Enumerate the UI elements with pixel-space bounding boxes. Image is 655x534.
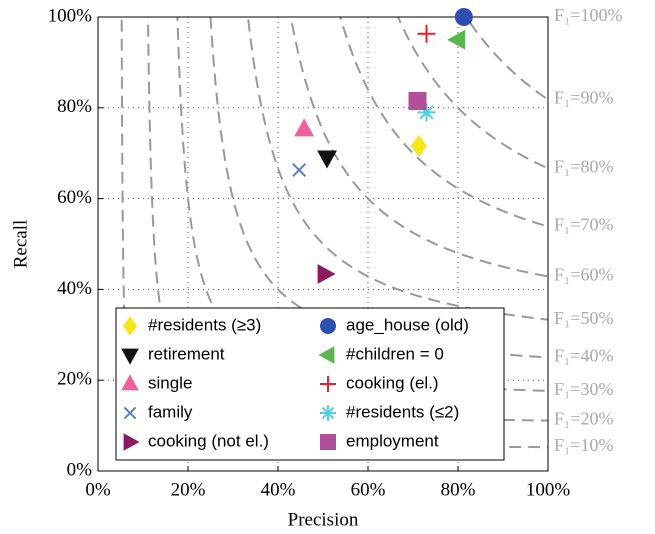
y-tick-label: 60% xyxy=(57,187,92,208)
f1-label: F₁=70% xyxy=(554,215,613,235)
f1-contour xyxy=(339,17,548,228)
y-tick-label: 100% xyxy=(48,5,93,26)
legend-label: #residents (≤2) xyxy=(346,402,459,421)
legend-label: family xyxy=(148,402,193,421)
y-tick-label: 20% xyxy=(57,369,92,390)
legend-label: single xyxy=(148,373,192,392)
data-point xyxy=(417,103,436,122)
y-axis-label: Recall xyxy=(10,220,31,269)
legend-label: cooking (el.) xyxy=(346,373,439,392)
data-point xyxy=(317,264,336,284)
x-tick-label: 80% xyxy=(441,479,476,500)
data-point xyxy=(410,135,427,157)
f1-label: F₁=30% xyxy=(554,379,613,399)
f1-contour xyxy=(396,17,548,170)
data-point xyxy=(417,24,436,43)
f1-label: F₁=50% xyxy=(554,308,613,328)
legend-marker xyxy=(318,346,335,364)
f1-contour xyxy=(464,17,548,101)
x-tick-label: 0% xyxy=(85,479,111,500)
legend-label: age_house (old) xyxy=(346,315,469,334)
legend-label: #residents (≥3) xyxy=(148,315,261,334)
legend-marker xyxy=(123,406,137,420)
data-point xyxy=(408,91,427,110)
f1-label: F₁=90% xyxy=(554,88,613,108)
data-point xyxy=(447,29,466,50)
legend-marker xyxy=(122,316,138,336)
legend-marker xyxy=(123,433,140,451)
x-tick-label: 60% xyxy=(351,479,386,500)
legend-marker xyxy=(121,348,139,365)
f1-contour xyxy=(289,17,548,278)
y-tick-label: 0% xyxy=(67,459,93,480)
legend-marker xyxy=(320,405,336,421)
legend-marker xyxy=(320,376,336,392)
data-point xyxy=(294,118,314,137)
legend-label: employment xyxy=(346,431,439,450)
f1-label: F₁=100% xyxy=(554,5,622,25)
f1-label: F₁=40% xyxy=(554,346,613,366)
legend-label: #children = 0 xyxy=(346,344,444,363)
x-axis-label: Precision xyxy=(288,509,359,530)
legend-label: cooking (not el.) xyxy=(148,431,269,450)
f1-label: F₁=20% xyxy=(554,409,613,429)
legend-marker xyxy=(320,434,336,450)
x-tick-label: 40% xyxy=(261,479,296,500)
y-tick-label: 80% xyxy=(57,96,92,117)
x-tick-label: 100% xyxy=(526,479,571,500)
f1-contour xyxy=(246,17,548,321)
plot-frame xyxy=(97,16,549,472)
data-point xyxy=(317,150,337,169)
legend-label: retirement xyxy=(148,344,225,363)
f1-label: F₁=10% xyxy=(554,435,613,455)
f1-label: F₁=60% xyxy=(554,265,613,285)
legend-marker xyxy=(121,374,139,391)
data-point xyxy=(292,162,307,178)
legend-box xyxy=(115,307,505,461)
legend-marker xyxy=(320,318,336,334)
data-point xyxy=(454,8,473,26)
x-tick-label: 20% xyxy=(171,479,206,500)
f1-label: F₁=80% xyxy=(554,156,613,176)
y-tick-label: 40% xyxy=(57,278,92,299)
